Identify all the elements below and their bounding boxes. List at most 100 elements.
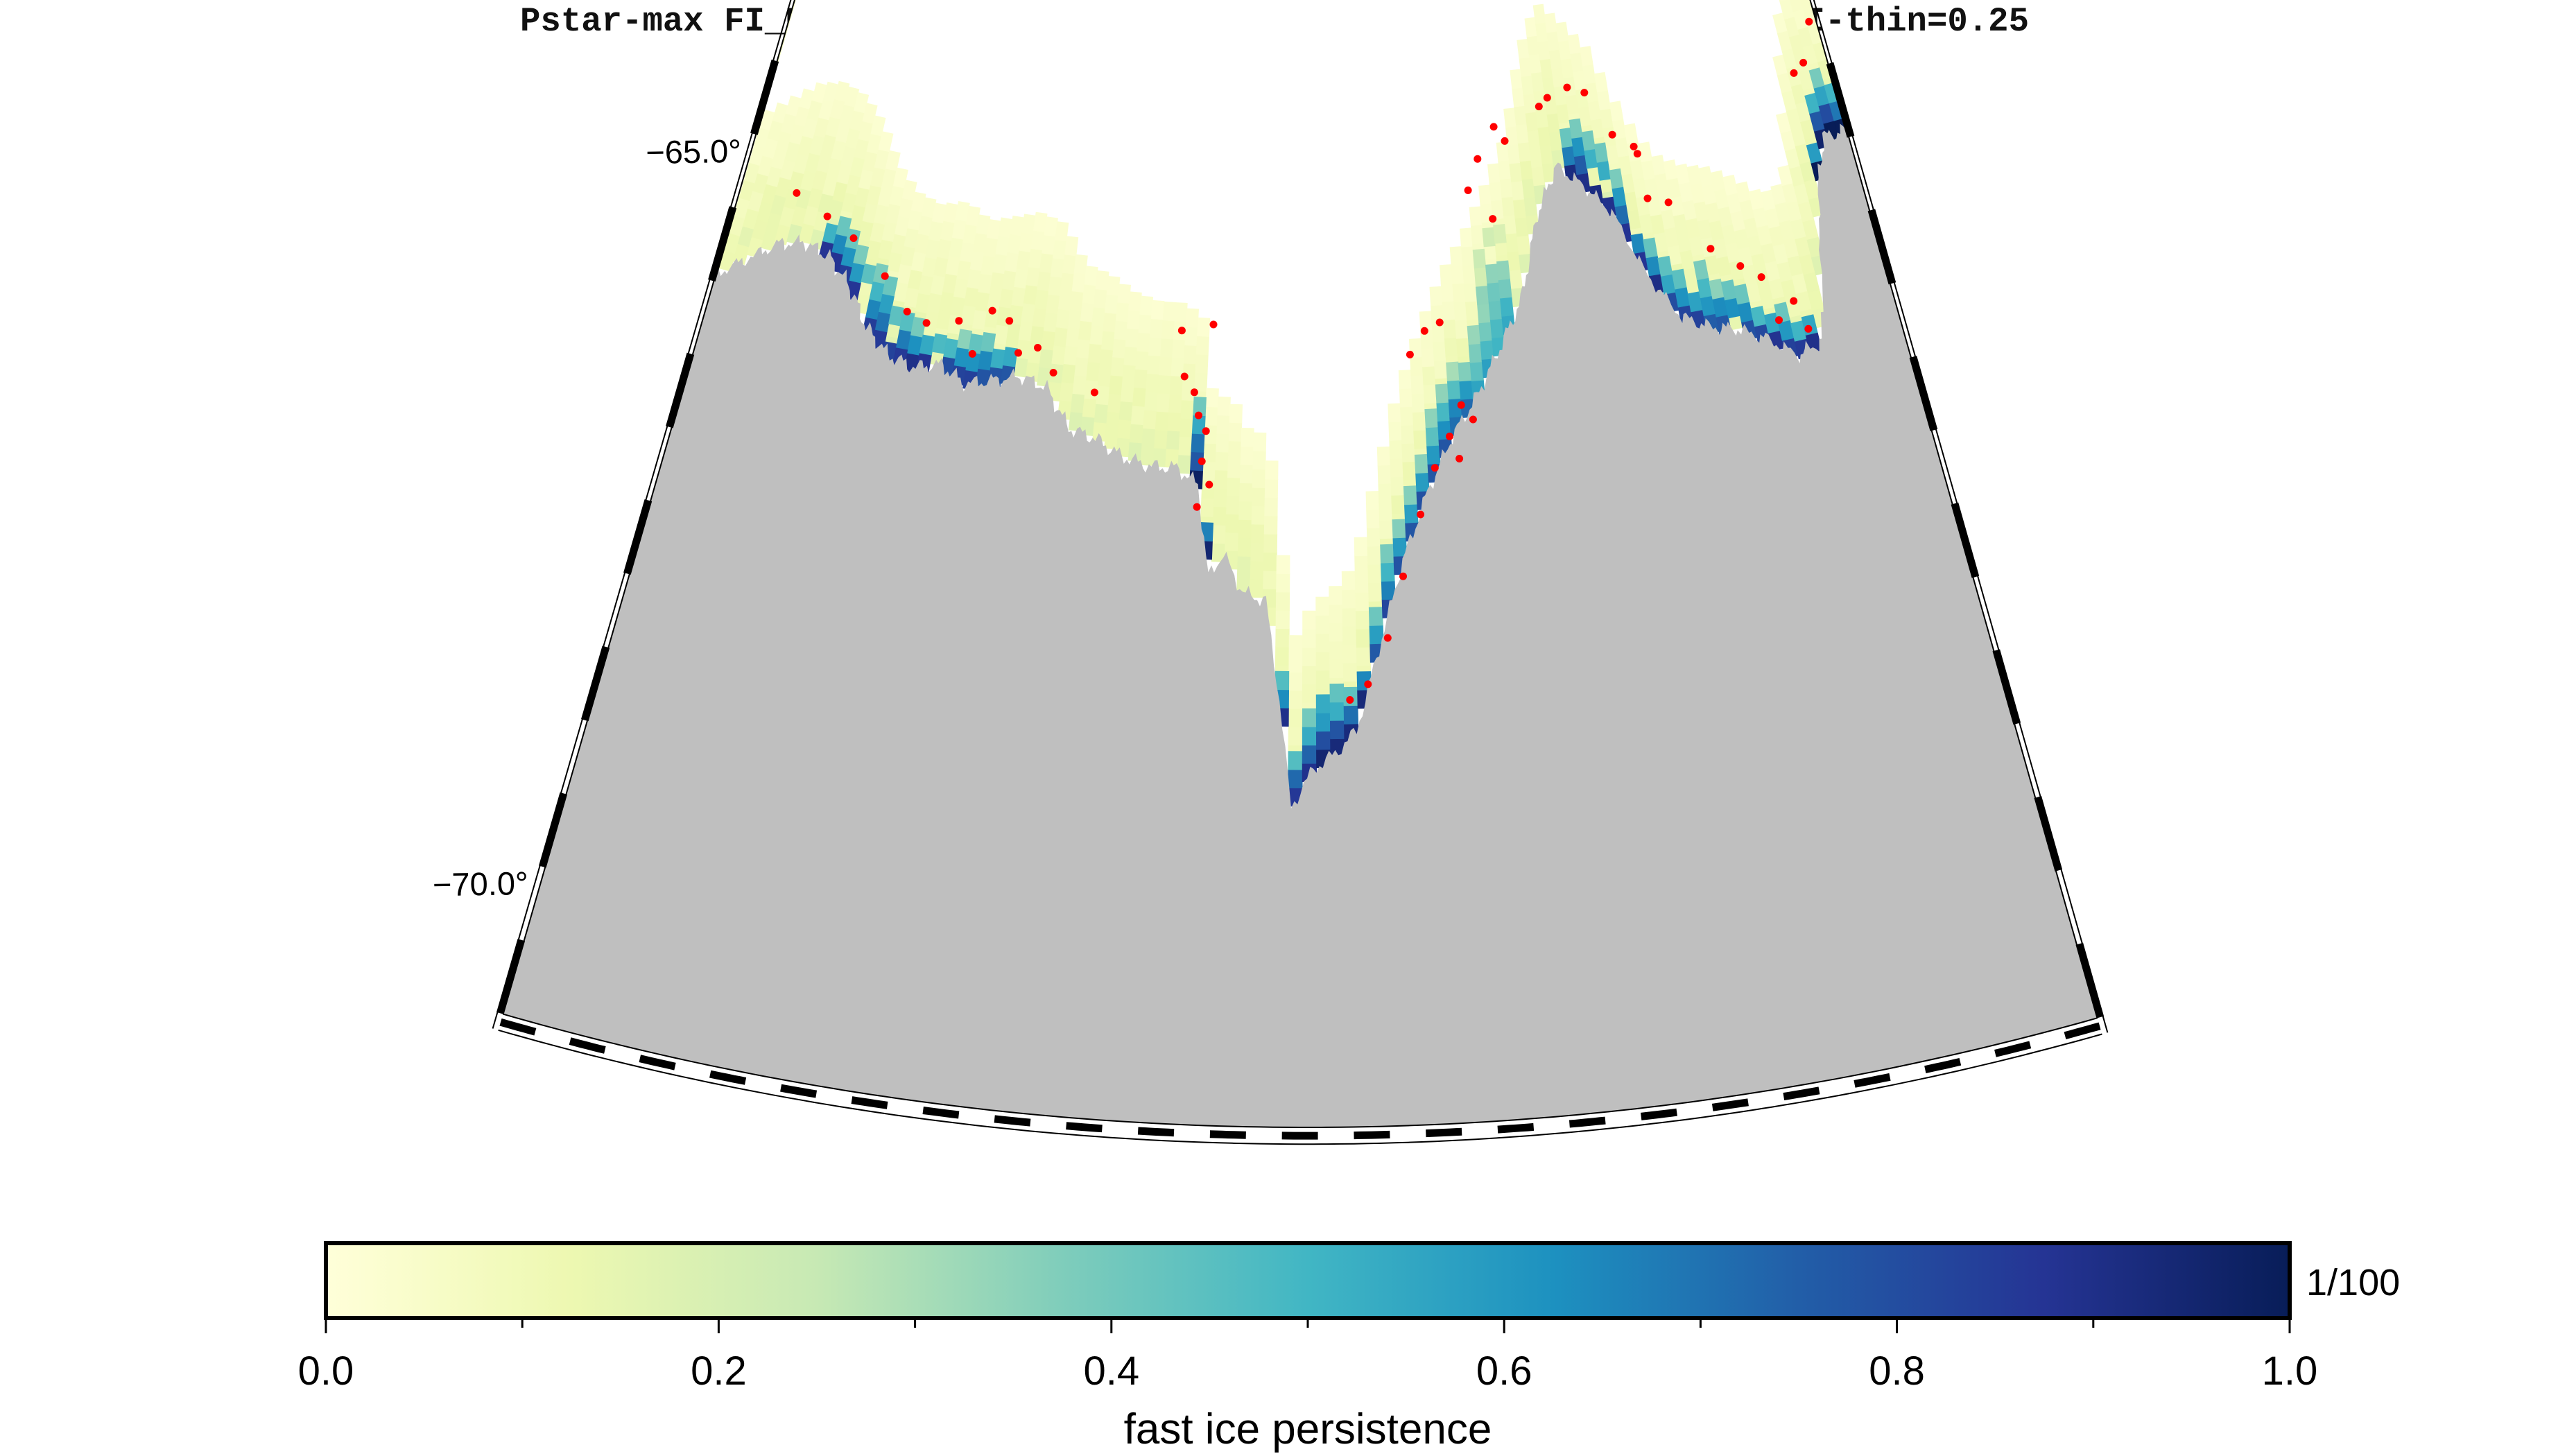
halo-cell [1138,313,1152,334]
halo-cell [1041,330,1056,351]
frame-checker [2075,942,2105,1019]
halo-cell [1146,373,1160,393]
halo-cell [1623,123,1639,144]
halo-cell [1389,440,1403,460]
halo-cell [1252,487,1265,507]
halo-cell [1076,338,1091,359]
halo-cell [1288,690,1303,709]
halo-cell [1288,635,1303,655]
halo-cell [1489,181,1503,202]
iceberg-point [1049,369,1057,376]
frame-checker [581,645,610,722]
halo-cell [1329,586,1343,605]
ice-cell [1403,485,1418,505]
halo-cell [1470,224,1485,245]
iceberg-point [1563,83,1571,92]
halo-cell [1096,385,1111,406]
halo-cell [1354,555,1369,575]
halo-cell [1225,513,1240,533]
frame-line [498,1029,2102,1145]
halo-cell [1067,309,1082,329]
ice-cell [1475,285,1489,305]
halo-cell [1125,327,1139,348]
iceberg-point [903,307,911,315]
ice-cell [1369,625,1384,645]
grounded-iceberg-points [793,17,1813,704]
halo-cell [1161,320,1175,340]
halo-cell [1205,388,1219,408]
halo-cell [1402,461,1417,481]
iceberg-point [1034,344,1042,352]
halo-cell [1329,622,1344,642]
frame-checker [1497,1123,1535,1134]
iceberg-point [849,234,858,242]
halo-cell [1055,309,1071,329]
iceberg-point [1420,327,1428,335]
halo-cell [1150,300,1165,320]
halo-cell [976,214,991,235]
halo-cell [1155,410,1170,431]
halo-cell [1110,356,1125,377]
halo-cell [1174,302,1188,322]
ice-cell [1003,347,1018,367]
halo-cell [1093,288,1108,309]
halo-cell [1117,284,1132,304]
halo-cell [1532,3,1546,24]
halo-cell [1444,337,1458,357]
halo-cell [1411,392,1426,413]
ice-cell [1478,321,1493,342]
iceberg-point [1431,464,1439,472]
halo-cell [1168,393,1183,414]
iceberg-point [1195,411,1202,419]
halo-cell [1478,184,1492,205]
iceberg-point [1706,245,1715,253]
ice-cell [1581,130,1596,151]
halo-cell [1460,245,1475,266]
ice-cell [1467,324,1481,345]
halo-cell [1239,464,1254,484]
iceberg-point [1417,510,1425,519]
halo-cell [1044,216,1058,237]
ice-cell [882,275,899,297]
halo-cell [1253,432,1267,452]
halo-cell [1122,364,1137,385]
halo-cell [1390,458,1404,478]
halo-cell [1183,345,1198,365]
ice-cell [1480,340,1494,360]
colorbar-tick-label: 1.0 [2262,1349,2318,1394]
halo-cell [1440,264,1453,284]
halo-cell [1302,647,1317,666]
ice-cell [910,316,926,338]
antarctic-land [503,119,2098,1127]
ice-cell [1435,383,1449,404]
halo-cell [1134,368,1148,389]
halo-cell [1421,347,1435,367]
halo-cell [1797,0,1814,10]
ice-cell [1487,281,1501,302]
iceberg-point [1180,372,1189,381]
halo-cell [1112,338,1127,358]
halo-cell [1735,181,1752,202]
frame-checker [499,1018,537,1036]
halo-cell [1115,302,1130,322]
halo-cell [1055,221,1069,242]
halo-cell [901,180,917,201]
ice-cell [1436,401,1451,422]
halo-cell [1217,396,1231,416]
frame-checker [1826,62,1855,138]
halo-cell [1512,198,1527,219]
halo-cell [1517,234,1531,255]
halo-cell [1433,340,1446,361]
halo-cell [1167,412,1182,432]
frame-checker [1854,1073,1891,1088]
iceberg-point [1580,89,1589,97]
ice-cell [1477,303,1492,324]
frame-checker [1992,649,2021,725]
ice-cell [1499,297,1514,317]
halo-cell [1315,651,1331,671]
halo-cell [1104,294,1119,314]
ice-cell [1488,300,1503,320]
halo-cell [1341,571,1356,591]
colorbar-tick-label: 0.2 [691,1349,747,1394]
halo-cell [1302,629,1317,648]
